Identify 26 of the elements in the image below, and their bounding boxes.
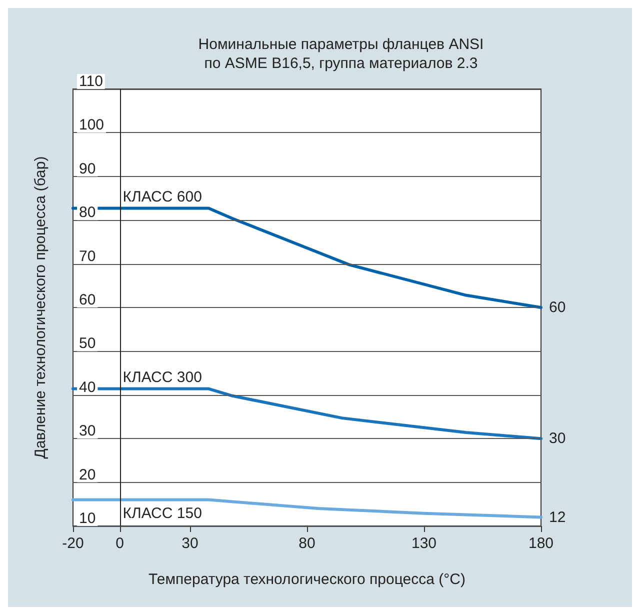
y-tick-label: 30	[79, 422, 96, 440]
x-axis-title: Температура технологического процесса (°C)	[148, 571, 466, 588]
data-label: 60	[549, 299, 566, 316]
y-tick-label: 90	[79, 160, 96, 178]
data-label: 30	[549, 430, 566, 448]
x-tick-label: 130	[411, 535, 437, 552]
series-label: КЛАСС 600	[122, 188, 202, 206]
y-tick-label: 50	[79, 335, 96, 352]
series-label: КЛАСС 150	[122, 504, 202, 522]
y-tick-label: 110	[79, 73, 103, 90]
x-tick-label: 0	[116, 535, 124, 552]
y-tick-label: 40	[79, 378, 96, 396]
x-tick-label: 30	[182, 535, 198, 552]
y-tick-label: 20	[79, 466, 96, 484]
y-tick-label: 80	[79, 204, 96, 222]
y-axis-title: Давление технологического процесса (бар)	[32, 156, 49, 459]
y-tick-label: 60	[79, 292, 96, 308]
chart-title: Номинальные параметры фланцев ANSI по ASME B16,5, группа материалов 2.3	[198, 36, 484, 72]
x-tick-label: 80	[298, 535, 316, 552]
y-tick-label: 100	[79, 116, 104, 134]
y-tick-label: 10	[79, 510, 96, 527]
series-label: КЛАСС 300	[122, 368, 202, 386]
y-tick-label: 70	[79, 248, 96, 265]
data-label: 12	[549, 508, 566, 526]
x-tick-label: -20	[62, 535, 84, 552]
x-tick-label: 180	[528, 535, 554, 552]
